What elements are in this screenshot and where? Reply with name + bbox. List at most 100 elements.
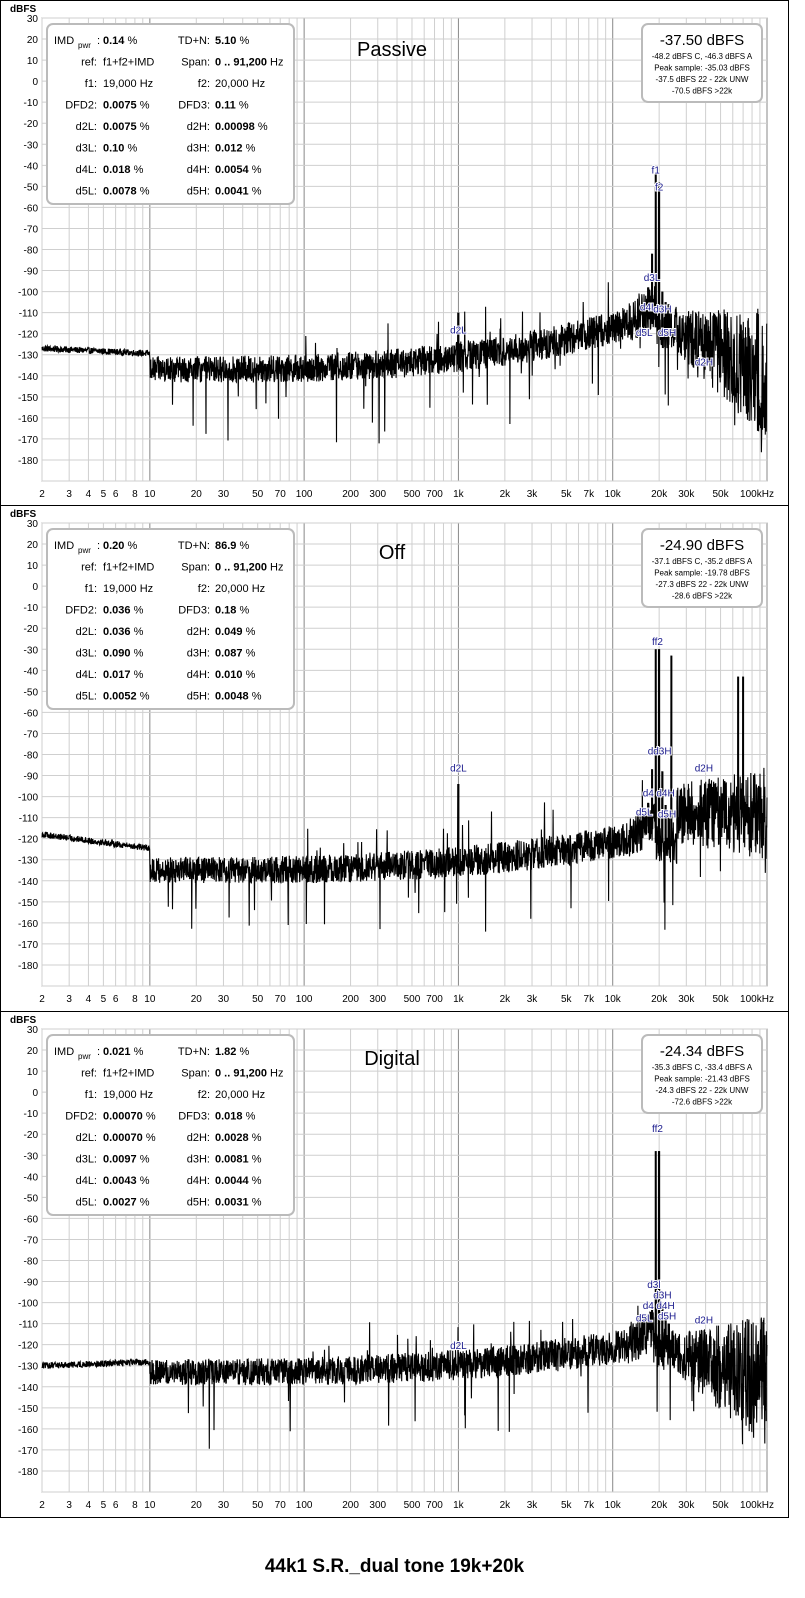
chart-digital: 30 20 10 0 -10 -20 -30 -40 -50 -60 -70 -80 -90 -100 -1… [0, 1011, 789, 1518]
y-tick-label: -30 [24, 1151, 39, 1162]
y-tick-label: -90 [24, 1278, 39, 1289]
info-value: 0.10 % [103, 143, 137, 155]
chart-passive: 30 20 10 0 -10 -20 -30 -40 -50 -60 -70 -80 -90 -100 -1… [0, 0, 789, 506]
y-tick-label: -70 [24, 1235, 39, 1246]
x-tick-label: 30k [678, 994, 695, 1005]
info-label-2: f2: [198, 583, 210, 595]
y-tick-label: -10 [24, 1109, 39, 1120]
info-value-2: 0.0031 % [215, 1197, 262, 1209]
spectrum-trace [41, 1151, 768, 1449]
level-main: -37.50 dBFS [660, 32, 744, 49]
x-tick-label: 100 [296, 994, 313, 1005]
info-label-2: d2H: [187, 1132, 210, 1144]
level-box: -24.34 dBFS -35.3 dBFS C, -33.4 dBFS A Pea… [641, 1034, 763, 1114]
y-tick-label: -90 [24, 772, 39, 783]
x-tick-label: 10 [144, 994, 156, 1005]
info-value-2: 0.0028 % [215, 1132, 262, 1144]
info-label-2: d5H: [187, 186, 210, 198]
y-tick-label: -130 [18, 856, 38, 867]
y-tick-label: -50 [24, 687, 39, 698]
chart-title: Digital [364, 1048, 420, 1070]
annotation-d4H: d4H [656, 1301, 674, 1312]
y-tick-label: 30 [27, 14, 39, 25]
y-tick-label: -100 [18, 793, 38, 804]
level-main: -24.34 dBFS [660, 1043, 744, 1060]
annotation-d3H: d3H [653, 305, 671, 316]
y-tick-label: 0 [32, 77, 38, 88]
y-tick-label: 20 [27, 35, 39, 46]
info-box: IMD pwr:0.20 % TD+N: 86.9 % ref: f1+f2+IMD Spa… [46, 528, 295, 710]
info-label-2: d4H: [187, 164, 210, 176]
x-tick-label: 5k [561, 1500, 573, 1511]
info-label-2: f2: [198, 1089, 210, 1101]
info-label: DFD2: [65, 605, 97, 617]
info-row: IMD pwr:0.20 % TD+N: 86.9 % [54, 540, 249, 555]
info-label-2: d3H: [187, 648, 210, 660]
info-colon: : [97, 1046, 100, 1058]
x-tick-label: 8 [132, 994, 138, 1005]
level-detail: -72.6 dBFS >22k [672, 1098, 733, 1107]
y-tick-label: 30 [27, 1025, 39, 1036]
info-row: d2L: 0.0075 % d2H: 0.00098 % [76, 121, 268, 133]
y-tick-label: -70 [24, 729, 39, 740]
annotation-d2L: d2L [450, 763, 467, 774]
y-tick-label: -70 [24, 224, 39, 235]
x-tick-label: 200 [342, 994, 359, 1005]
x-tick-label: 20 [191, 489, 203, 500]
info-row: f1: 19,000 Hz f2: 20,000 Hz [85, 583, 265, 595]
info-box-frame [46, 1034, 295, 1216]
annotation-d4: d4 [643, 789, 655, 800]
x-tick-label: 10 [144, 489, 156, 500]
level-detail: -24.3 dBFS 22 - 22k UNW [656, 1086, 749, 1095]
x-tick-label: 5k [561, 489, 573, 500]
y-tick-label: 10 [27, 561, 39, 572]
level-detail: -37.5 dBFS 22 - 22k UNW [656, 75, 749, 84]
annotation-d2H: d2H [695, 1316, 713, 1327]
level-box: -24.90 dBFS -37.1 dBFS C, -35.2 dBFS A Pea… [641, 528, 763, 608]
x-tick-label: 30 [218, 489, 230, 500]
annotation-d5L: d5L [636, 328, 653, 339]
x-tick-label: 50k [712, 489, 729, 500]
chart-off: 30 20 10 0 -10 -20 -30 -40 -50 -60 -70 -80 -90 -100 -1… [0, 505, 789, 1012]
x-tick-label: 100 [296, 489, 313, 500]
info-label: d5L: [76, 186, 97, 198]
y-tick-label: -140 [18, 877, 38, 888]
info-value-2: 20,000 Hz [215, 583, 265, 595]
x-tick-label: 500 [404, 1500, 421, 1511]
x-tick-label: 1k [453, 489, 465, 500]
x-tick-label: 7k [584, 489, 596, 500]
x-tick-label: 700 [426, 1500, 443, 1511]
info-value-2: 86.9 % [215, 540, 249, 552]
y-tick-label: -160 [18, 919, 38, 930]
info-value: 0.0075 % [103, 121, 150, 133]
x-tick-label: 20 [191, 994, 203, 1005]
info-label-2: TD+N: [178, 540, 210, 552]
info-colon: : [97, 540, 100, 552]
annotation-ff2: ff2 [652, 1124, 663, 1135]
info-box-frame [46, 23, 295, 205]
info-label: d3L: [76, 648, 97, 660]
y-axis-label: dBFS [10, 1015, 36, 1026]
info-label: d4L: [76, 1175, 97, 1187]
annotation-d5H: d5H [658, 810, 676, 821]
annotation-d3H: d3H [653, 747, 671, 758]
info-label: f1: [85, 1089, 97, 1101]
chart-off-svg: 3020100-10-20-30-40-50-60-70-80-90-100-1… [0, 505, 789, 1012]
y-tick-label: -170 [18, 1446, 38, 1457]
x-tick-label: 3 [66, 994, 72, 1005]
level-detail: Peak sample: -21.43 dBFS [654, 1075, 750, 1084]
x-tick-label: 2k [500, 994, 512, 1005]
x-tick-label: 20 [191, 1500, 203, 1511]
level-detail: -27.3 dBFS 22 - 22k UNW [656, 580, 749, 589]
y-tick-label: 10 [27, 56, 39, 67]
info-value-2: 0.00098 % [215, 121, 268, 133]
info-row: d5L: 0.0052 % d5H: 0.0048 % [76, 691, 262, 703]
info-value-2: 20,000 Hz [215, 1089, 265, 1101]
info-value-2: 0.087 % [215, 648, 256, 660]
x-tick-label: 100kHz [740, 994, 774, 1005]
level-detail: -48.2 dBFS C, -46.3 dBFS A [652, 52, 753, 61]
x-tick-label: 200 [342, 1500, 359, 1511]
info-label-2: Span: [181, 57, 210, 69]
y-tick-label: -50 [24, 182, 39, 193]
annotation-f2: f2 [655, 183, 664, 194]
